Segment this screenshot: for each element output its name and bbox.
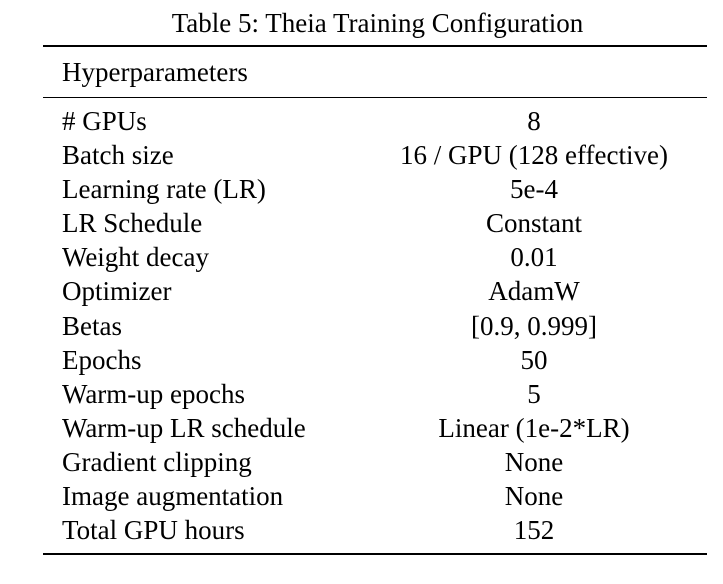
row-name: Weight decay — [62, 242, 210, 273]
row-name: Betas — [62, 310, 122, 341]
row-name: Warm-up epochs — [62, 378, 246, 409]
table-row: Betas [0.9, 0.999] — [0, 309, 723, 343]
row-name: Warm-up LR schedule — [62, 412, 306, 443]
top-rule — [43, 45, 707, 47]
table-caption: Table 5: Theia Training Configuration — [171, 8, 584, 38]
row-value: None — [504, 481, 564, 512]
row-name: # GPUs — [62, 106, 147, 136]
table-row: Gradient clipping None — [0, 445, 723, 479]
row-value: 0.01 — [510, 242, 558, 273]
bottom-rule — [43, 553, 707, 555]
row-value: 5e-4 — [510, 174, 558, 205]
table-body: # GPUs 8 Batch size 16 / GPU (128 effect… — [0, 104, 723, 547]
table-row: Optimizer AdamW — [0, 274, 723, 308]
header-rule — [43, 97, 707, 98]
row-name: Learning rate (LR) — [62, 174, 266, 205]
table-row: Total GPU hours 152 — [0, 513, 723, 547]
table-row: # GPUs 8 — [0, 104, 723, 138]
table-row: LR Schedule Constant — [0, 206, 723, 240]
row-value: 8 — [527, 106, 541, 136]
table-row: Warm-up epochs 5 — [0, 377, 723, 411]
row-value: 16 / GPU (128 effective) — [400, 140, 668, 171]
column-header-hyperparameters: Hyperparameters — [62, 57, 248, 87]
row-name: Optimizer — [62, 276, 172, 307]
row-name: Batch size — [62, 140, 174, 171]
row-value: Constant — [485, 208, 582, 239]
table-row: Batch size 16 / GPU (128 effective) — [0, 138, 723, 172]
row-value: AdamW — [488, 276, 580, 307]
row-value: None — [504, 446, 564, 477]
row-value: 152 — [513, 515, 555, 546]
table-row: Epochs 50 — [0, 343, 723, 377]
row-value: Linear (1e-2*LR) — [438, 412, 630, 443]
row-name: Image augmentation — [62, 481, 284, 512]
row-name: Total GPU hours — [62, 515, 245, 546]
row-name: LR Schedule — [62, 208, 203, 239]
row-name: Gradient clipping — [62, 446, 252, 477]
table-row: Learning rate (LR) 5e-4 — [0, 172, 723, 206]
row-value: 50 — [520, 344, 548, 375]
row-name: Epochs — [62, 344, 142, 375]
row-value: [0.9, 0.999] — [471, 310, 597, 341]
table-row: Image augmentation None — [0, 479, 723, 513]
table-row: Weight decay 0.01 — [0, 240, 723, 274]
table-row: Warm-up LR schedule Linear (1e-2*LR) — [0, 411, 723, 445]
row-value: 5 — [527, 378, 541, 409]
